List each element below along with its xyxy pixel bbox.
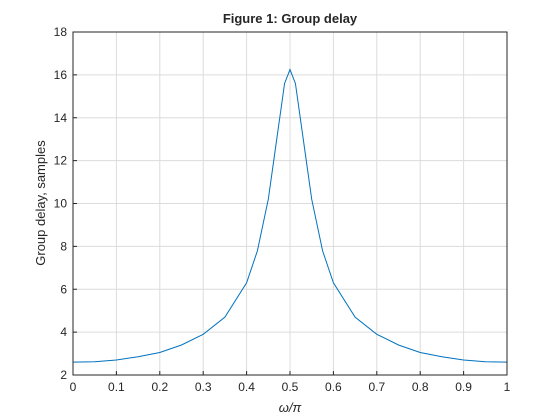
y-tick-label: 8 [60,239,67,253]
x-tick-label: 0.3 [195,380,212,394]
x-tick-label: 0 [70,380,77,394]
x-tick-label: 0.7 [368,380,385,394]
x-tick-label: 0.4 [238,380,255,394]
x-tick-label: 0.1 [108,380,125,394]
data-line [72,68,508,363]
y-tick-label: 12 [54,154,68,168]
y-tick-label: 14 [54,111,68,125]
y-tick-label: 16 [54,68,68,82]
x-tick-label: 1 [504,380,511,394]
x-tick-label: 0.6 [325,380,342,394]
x-tick-label: 0.2 [151,380,168,394]
y-tick-label: 2 [60,368,67,382]
x-tick-label: 0.5 [282,380,299,394]
x-tick-label: 0.9 [455,380,472,394]
chart-title: Figure 1: Group delay [223,11,358,26]
y-tick-label: 18 [54,25,68,39]
x-tick-label: 0.8 [412,380,429,394]
y-axis-label: Group delay, samples [33,140,48,266]
y-tick-label: 6 [60,282,67,296]
y-tick-label: 10 [54,197,68,211]
x-axis-label: ω/π [279,400,302,415]
y-tick-label: 4 [60,325,67,339]
